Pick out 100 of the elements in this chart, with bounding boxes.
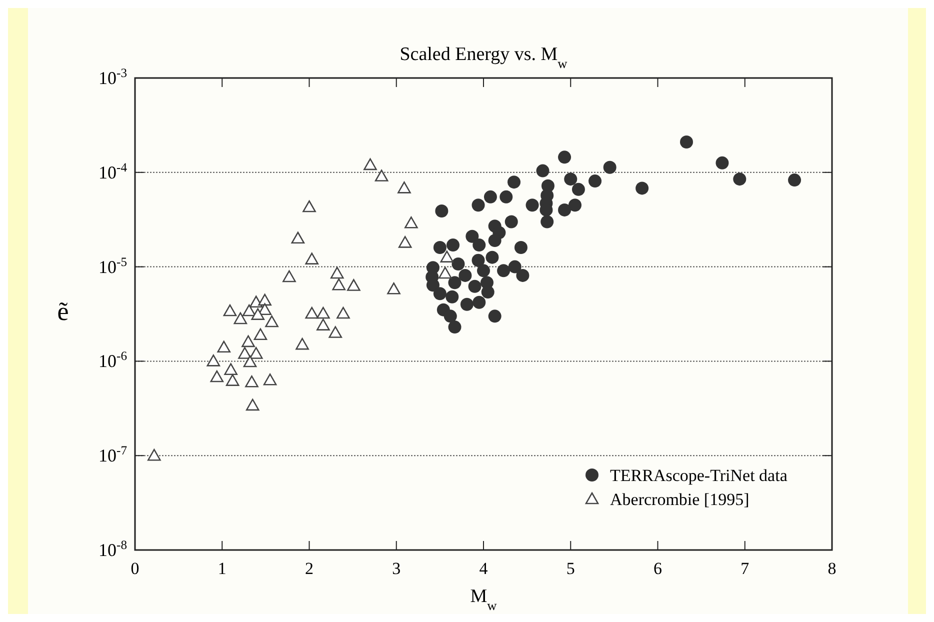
point bbox=[472, 296, 486, 309]
x-tick-label: 5 bbox=[566, 559, 575, 578]
point bbox=[504, 215, 518, 228]
point bbox=[206, 354, 220, 366]
y-tick-label: 10$^{-3}$ bbox=[98, 66, 127, 88]
point bbox=[433, 287, 446, 300]
point bbox=[716, 156, 729, 170]
point bbox=[251, 308, 264, 320]
point bbox=[296, 338, 309, 350]
point bbox=[508, 260, 522, 274]
point bbox=[458, 268, 472, 282]
point bbox=[516, 268, 530, 282]
x-tick-label: 2 bbox=[305, 559, 314, 578]
point bbox=[404, 216, 418, 228]
point bbox=[564, 172, 578, 186]
y-tick-label: 10$^{-5}$ bbox=[98, 254, 127, 277]
point bbox=[398, 236, 412, 248]
point bbox=[448, 276, 462, 290]
y-axis-title: ẽ bbox=[57, 297, 69, 326]
x-axis-title: M$_{w}$ bbox=[470, 586, 498, 612]
point bbox=[514, 241, 528, 254]
point bbox=[245, 375, 258, 388]
point bbox=[472, 238, 486, 252]
point bbox=[680, 135, 693, 148]
point bbox=[265, 315, 278, 328]
point bbox=[364, 158, 377, 170]
point bbox=[398, 182, 411, 194]
point bbox=[472, 254, 485, 267]
y-tick-label: 10$^{-7}$ bbox=[98, 444, 127, 466]
point bbox=[258, 303, 272, 315]
point bbox=[558, 150, 572, 164]
point bbox=[243, 355, 257, 368]
x-tick-label: 0 bbox=[130, 559, 140, 578]
point bbox=[558, 203, 572, 216]
point bbox=[210, 370, 224, 382]
legend-label: TERRAscope-TriNet data bbox=[610, 466, 788, 485]
chart-title: Scaled Energy vs. M$_{w}$ bbox=[400, 44, 568, 70]
point bbox=[246, 398, 260, 411]
point bbox=[291, 232, 305, 244]
point bbox=[435, 204, 448, 218]
point bbox=[217, 340, 231, 353]
point bbox=[226, 374, 240, 386]
point bbox=[332, 278, 346, 290]
x-tick-label: 3 bbox=[392, 559, 401, 578]
point bbox=[305, 306, 319, 319]
point bbox=[440, 250, 454, 262]
x-tick-label: 6 bbox=[654, 559, 662, 578]
point bbox=[224, 363, 238, 375]
point bbox=[282, 270, 296, 282]
point bbox=[446, 290, 459, 304]
point bbox=[572, 182, 585, 196]
point bbox=[636, 182, 649, 195]
point bbox=[148, 448, 161, 461]
y-tick-label: 10$^{-6}$ bbox=[98, 349, 127, 372]
x-tick-label: 7 bbox=[740, 559, 750, 578]
y-tick-label: 10$^{-8}$ bbox=[98, 538, 127, 560]
point bbox=[507, 176, 520, 189]
point bbox=[347, 279, 360, 291]
point bbox=[330, 266, 344, 279]
point bbox=[223, 304, 237, 316]
point bbox=[328, 326, 342, 338]
point bbox=[466, 230, 479, 243]
point bbox=[500, 190, 513, 204]
point bbox=[488, 310, 502, 323]
point bbox=[540, 215, 554, 228]
x-tick-label: 8 bbox=[828, 559, 836, 578]
point bbox=[497, 264, 510, 278]
point bbox=[426, 278, 440, 292]
point bbox=[477, 264, 490, 278]
point bbox=[588, 174, 602, 188]
point bbox=[526, 198, 539, 212]
point bbox=[387, 282, 400, 294]
point bbox=[263, 373, 277, 386]
point bbox=[316, 318, 330, 330]
x-tick-label: 4 bbox=[479, 559, 488, 578]
point bbox=[374, 170, 388, 182]
point bbox=[488, 234, 502, 247]
point bbox=[336, 306, 350, 319]
point bbox=[242, 335, 255, 348]
point bbox=[486, 250, 499, 264]
point bbox=[258, 294, 272, 306]
point bbox=[460, 298, 474, 311]
point bbox=[448, 320, 462, 334]
point bbox=[234, 312, 248, 324]
point bbox=[568, 198, 582, 212]
point bbox=[316, 306, 330, 319]
point bbox=[536, 164, 550, 178]
y-tick-label: 10$^{-4}$ bbox=[98, 160, 128, 182]
x-tick-label: 1 bbox=[218, 559, 226, 578]
point bbox=[254, 328, 268, 340]
point bbox=[242, 304, 256, 316]
point bbox=[788, 174, 802, 187]
point bbox=[433, 241, 446, 254]
point bbox=[302, 200, 316, 212]
point bbox=[733, 172, 746, 186]
point bbox=[468, 280, 482, 293]
point bbox=[603, 160, 616, 174]
legend-label: Abercrombie [1995] bbox=[610, 490, 750, 509]
point bbox=[452, 258, 465, 271]
point bbox=[444, 310, 457, 323]
